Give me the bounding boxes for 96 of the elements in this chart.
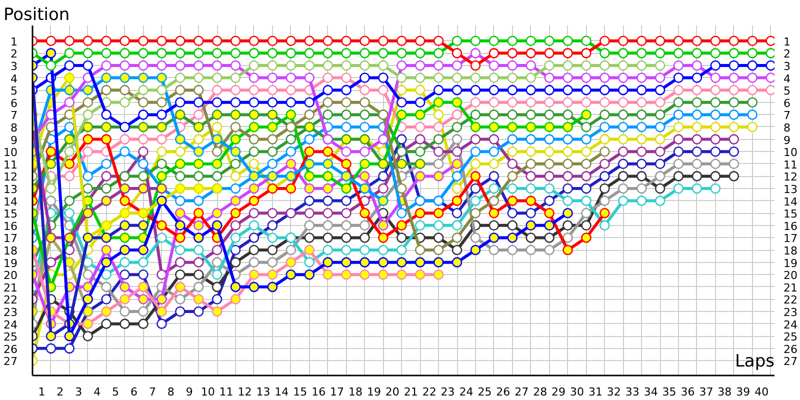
y2-tick-label: 19 xyxy=(784,256,798,270)
x-tick-label: 9 xyxy=(186,386,193,398)
y-tick-label: 10 xyxy=(4,146,18,160)
y2-tick-label: 2 xyxy=(784,48,790,61)
y-tick-label: 3 xyxy=(10,60,18,73)
y-tick-label: 25 xyxy=(4,330,18,344)
y2-tick-label: 3 xyxy=(784,60,790,73)
y-tick-label: 23 xyxy=(4,306,18,320)
y-tick-label: 18 xyxy=(4,244,18,258)
x-tick-label: 39 xyxy=(736,386,750,398)
y2-tick-label: 25 xyxy=(784,330,798,344)
x-tick-label: 12 xyxy=(238,386,252,398)
y2-tick-label: 18 xyxy=(784,244,798,258)
y-tick-label: 11 xyxy=(4,158,18,172)
x-tick-label: 34 xyxy=(644,386,658,398)
x-tick-label: 13 xyxy=(256,386,270,398)
y-tick-label: 27 xyxy=(4,355,18,368)
y-tick-label: 24 xyxy=(4,318,18,332)
x-tick-label: 18 xyxy=(348,386,363,398)
y2-tick-label: 10 xyxy=(784,146,798,160)
y2-tick-label: 21 xyxy=(784,281,798,294)
x-tick-label: 28 xyxy=(533,386,548,398)
y-tick-label: 5 xyxy=(10,84,18,98)
y2-tick-label: 26 xyxy=(784,342,798,356)
x-tick-label: 10 xyxy=(200,386,215,398)
y-tick-label: 2 xyxy=(10,48,18,61)
x-tick-label: 16 xyxy=(312,386,326,398)
x-tick-label: 4 xyxy=(94,386,101,398)
x-tick-label: 21 xyxy=(404,386,418,398)
y-tick-label: 4 xyxy=(10,72,18,86)
x-tick-label: 38 xyxy=(718,386,732,398)
y2-tick-label: 1 xyxy=(784,35,790,48)
y2-tick-label: 22 xyxy=(784,294,798,307)
x-tick-label: 32 xyxy=(606,386,621,398)
y2-tick-label: 27 xyxy=(784,355,798,368)
y2-tick-label: 24 xyxy=(784,318,798,332)
x-tick-label: 33 xyxy=(625,386,640,398)
x-tick-label: 26 xyxy=(496,386,510,398)
x-tick-label: 15 xyxy=(293,386,308,398)
y2-tick-label: 14 xyxy=(784,195,798,208)
x-tick-label: 27 xyxy=(514,386,529,398)
x-tick-label: 30 xyxy=(570,386,584,398)
x-tick-label: 19 xyxy=(366,386,381,398)
x-tick-label: 8 xyxy=(167,386,174,398)
x-tick-label: 20 xyxy=(385,386,400,398)
y-tick-label: 13 xyxy=(4,183,18,196)
x-tick-label: 37 xyxy=(699,386,714,398)
x-tick-label: 24 xyxy=(459,386,474,398)
y2-tick-label: 11 xyxy=(784,158,798,172)
y2-tick-label: 13 xyxy=(784,183,798,196)
x-tick-label: 1 xyxy=(38,386,46,398)
y-tick-label: 8 xyxy=(10,121,18,134)
y2-tick-label: 5 xyxy=(784,84,790,98)
x-tick-label: 6 xyxy=(130,386,138,398)
x-axis-title: Laps xyxy=(734,352,775,372)
y-tick-label: 22 xyxy=(4,294,18,307)
x-tick-label: 14 xyxy=(274,386,289,398)
y2-tick-label: 23 xyxy=(784,306,798,320)
y-tick-label: 19 xyxy=(4,256,18,270)
x-tick-label: 25 xyxy=(478,386,492,398)
x-tick-label: 35 xyxy=(662,386,676,398)
y-tick-label: 26 xyxy=(4,342,18,356)
y-tick-label: 16 xyxy=(4,220,18,233)
x-tick-label: 11 xyxy=(219,386,234,398)
x-tick-label: 3 xyxy=(75,386,82,398)
y2-tick-label: 20 xyxy=(784,269,798,282)
x-tick-label: 23 xyxy=(440,386,455,398)
y2-tick-label: 17 xyxy=(784,232,798,246)
y-tick-label: 14 xyxy=(4,195,18,208)
y2-tick-label: 15 xyxy=(784,208,798,221)
y-tick-label: 12 xyxy=(4,170,18,184)
x-tick-label: 17 xyxy=(330,386,344,398)
y-tick-label: 21 xyxy=(4,281,18,294)
y2-tick-label: 12 xyxy=(784,170,798,184)
y2-tick-label: 6 xyxy=(784,96,790,110)
x-tick-label: 22 xyxy=(422,386,436,398)
y-tick-label: 15 xyxy=(4,208,18,221)
x-tick-label: 36 xyxy=(680,386,695,398)
y2-tick-label: 4 xyxy=(784,72,790,86)
y-tick-label: 7 xyxy=(10,109,18,122)
y2-tick-label: 16 xyxy=(784,220,798,233)
y2-tick-label: 7 xyxy=(784,109,790,122)
x-tick-label: 7 xyxy=(148,386,156,398)
y-tick-label: 9 xyxy=(10,134,18,147)
x-tick-label: 29 xyxy=(552,386,566,398)
y-tick-label: 17 xyxy=(4,232,18,246)
x-tick-label: 5 xyxy=(112,386,120,398)
y-axis-title: Position xyxy=(4,5,70,25)
y-tick-label: 1 xyxy=(10,35,18,48)
x-tick-label: 31 xyxy=(588,386,602,398)
y2-tick-label: 8 xyxy=(784,121,790,134)
y-tick-label: 20 xyxy=(4,269,18,282)
y2-tick-label: 9 xyxy=(784,134,790,147)
x-tick-label: 2 xyxy=(56,386,64,398)
y-tick-label: 6 xyxy=(10,96,18,110)
x-tick-label: 40 xyxy=(754,386,769,398)
